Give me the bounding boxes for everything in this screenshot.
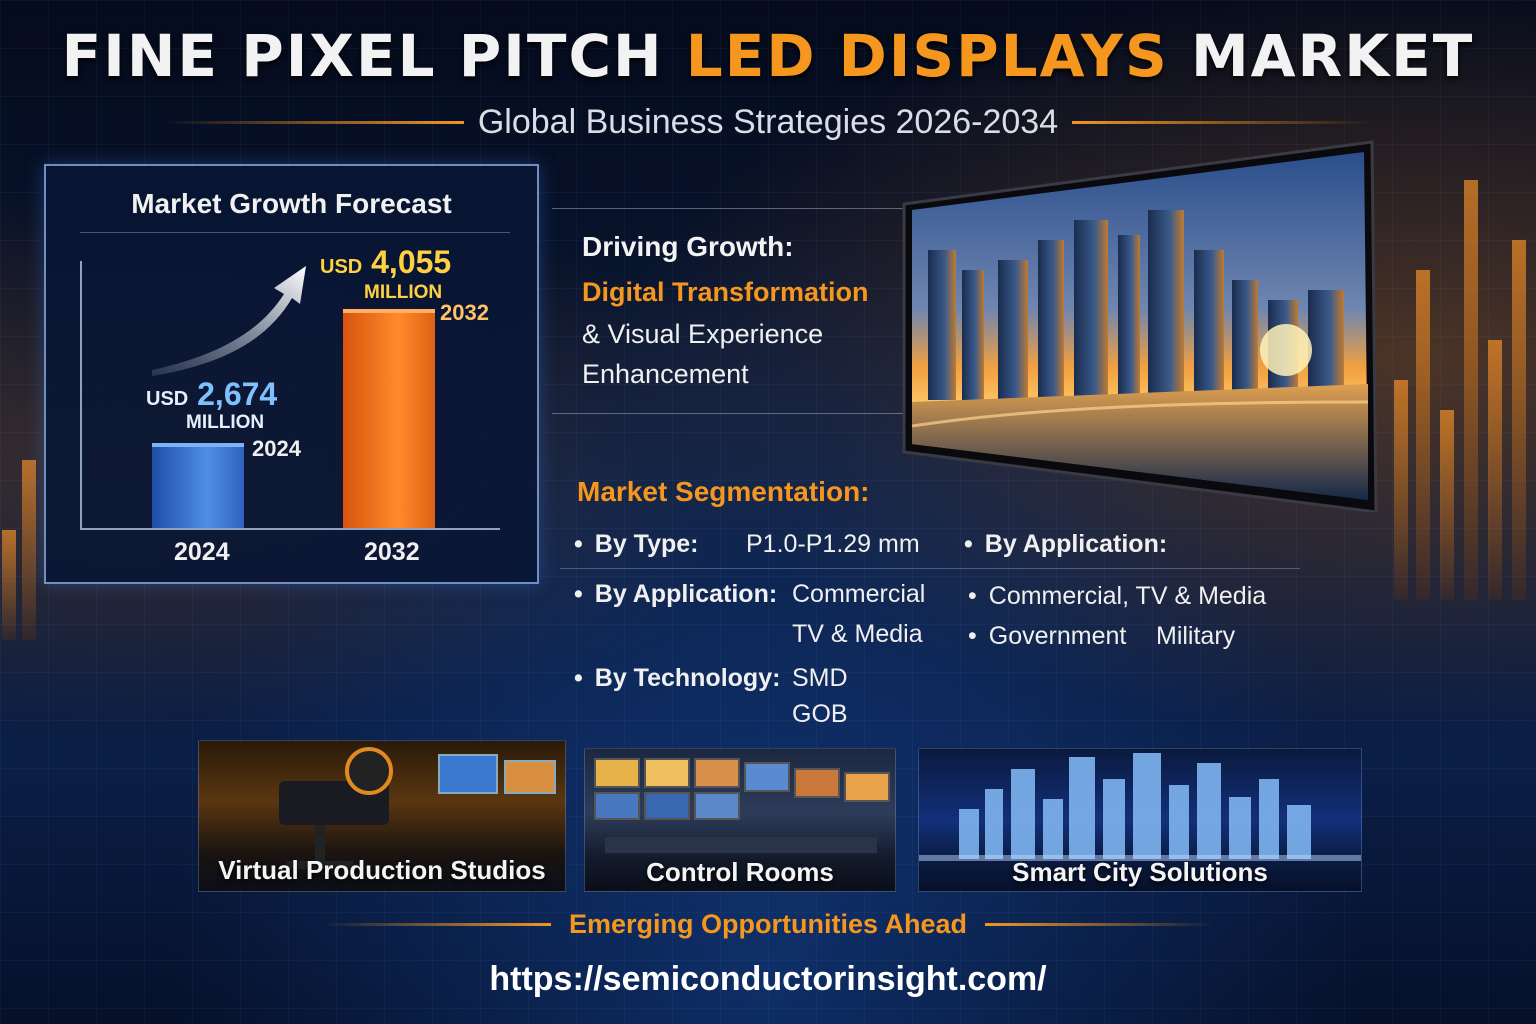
tile-smart-city: Smart City Solutions <box>918 748 1362 892</box>
growth-arrow-icon <box>152 266 306 376</box>
axis-label-2032: 2032 <box>364 538 420 566</box>
subtitle-line-right <box>1072 120 1373 124</box>
title-part-2: LED DISPLAYS <box>685 22 1169 90</box>
title-part-1: FINE PIXEL PITCH <box>61 22 686 90</box>
bar-year-2032: 2032 <box>440 300 489 325</box>
decorative-city-right <box>1384 130 1536 600</box>
seg-type-label: By Type: <box>574 530 699 559</box>
amount-2024: 2,674 <box>197 376 278 412</box>
seg-right-item-3: Military <box>1156 622 1236 650</box>
driving-heading: Driving Growth: <box>582 231 794 262</box>
forecast-x-axis <box>80 528 500 530</box>
tile-control-rooms-label: Control Rooms <box>646 857 834 887</box>
subtitle-line-left <box>163 120 464 124</box>
value-2024: USD 2,674 <box>146 376 277 413</box>
forecast-divider <box>80 232 510 233</box>
subtitle: Global Business Strategies 2026-2034 <box>477 102 1059 141</box>
tile-smart-city-label: Smart City Solutions <box>1012 857 1268 887</box>
bar-year-2024: 2024 <box>252 436 301 461</box>
seg-technology-value-1: SMD <box>792 664 848 692</box>
currency-2024: USD <box>146 388 189 410</box>
seg-application-label: By Application: <box>574 580 777 609</box>
led-screen-image <box>898 140 1378 512</box>
emerging-row: Emerging Opportunities Ahead <box>0 902 1536 946</box>
value-2032: USD 4,055 <box>320 244 451 281</box>
seg-application-value-2: TV & Media <box>792 620 923 648</box>
emerging-line-left <box>320 922 551 926</box>
segmentation-divider <box>560 568 1300 569</box>
tile-virtual-production-label: Virtual Production Studios <box>218 855 546 885</box>
driving-line-2: & Visual Experience <box>582 319 824 349</box>
driving-growth-panel: Driving Growth: Digital Transformation &… <box>552 208 912 414</box>
seg-technology-label: By Technology: <box>574 664 781 693</box>
tile-control-rooms: Control Rooms <box>584 748 896 892</box>
emerging-opportunities: Emerging Opportunities Ahead <box>568 908 968 939</box>
seg-type-value: P1.0-P1.29 mm <box>746 530 920 558</box>
amount-2032: 4,055 <box>371 244 452 280</box>
forecast-title: Market Growth Forecast <box>131 188 452 219</box>
bar-2032 <box>343 309 435 528</box>
axis-label-2024: 2024 <box>174 538 230 566</box>
unit-2032: MILLION <box>364 282 443 303</box>
monitor-wall-icon <box>594 758 890 853</box>
driving-highlight: Digital Transformation <box>582 277 869 307</box>
tile-virtual-production: Virtual Production Studios <box>198 740 566 892</box>
seg-application-value-1: Commercial <box>792 580 926 608</box>
subtitle-row: Global Business Strategies 2026-2034 <box>0 100 1536 144</box>
title-part-3: MARKET <box>1168 22 1475 90</box>
driving-line-3: Enhancement <box>582 359 749 389</box>
page-title: FINE PIXEL PITCH LED DISPLAYS MARKET <box>0 22 1536 90</box>
unit-2024: MILLION <box>186 412 265 433</box>
seg-right-item-1: Commercial, TV & Media <box>968 582 1266 611</box>
forecast-panel: Market Growth Forecast USD 2,674 MILLION… <box>44 164 539 584</box>
seg-application-label-right: By Application: <box>964 530 1167 559</box>
smart-city-icon <box>919 753 1361 861</box>
forecast-y-axis <box>80 261 82 529</box>
currency-2032: USD <box>320 256 363 278</box>
segmentation-title: Market Segmentation: <box>577 476 870 507</box>
website-url[interactable]: https://semiconductorinsight.com/ <box>489 960 1047 998</box>
decorative-city-left <box>0 340 44 640</box>
seg-technology-value-2: GOB <box>792 700 848 728</box>
camera-icon <box>279 747 556 869</box>
seg-right-item-2: Government <box>968 622 1127 651</box>
emerging-line-right <box>985 922 1216 926</box>
bar-2024 <box>152 443 244 528</box>
